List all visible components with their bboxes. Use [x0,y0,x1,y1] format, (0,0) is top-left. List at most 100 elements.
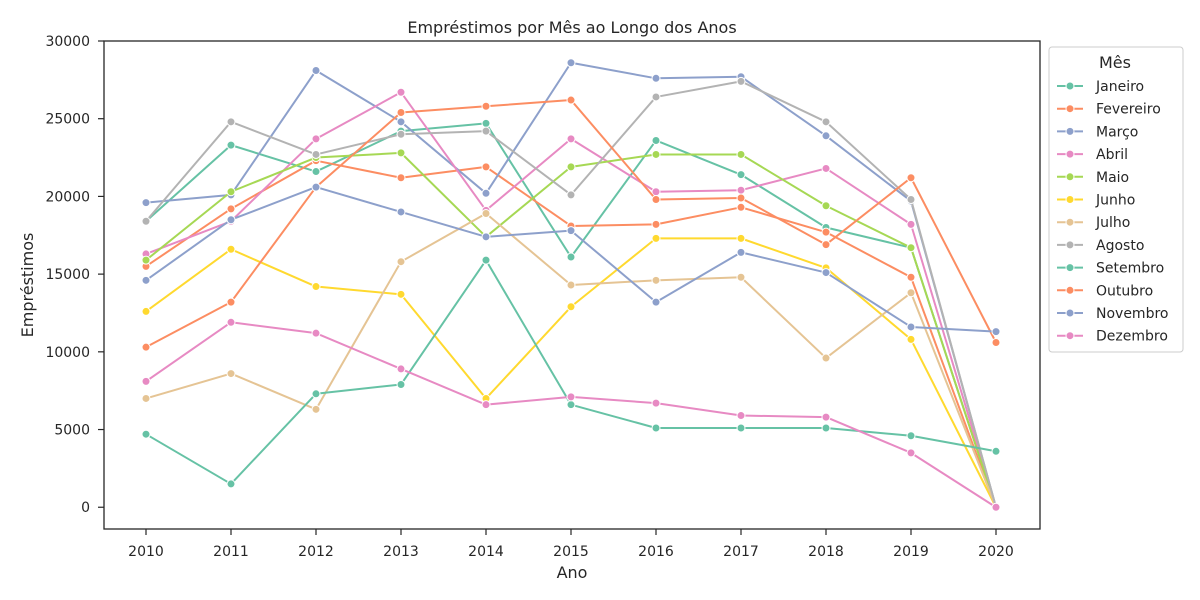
data-point [906,173,916,183]
data-point [226,244,236,254]
x-tick-label: 2010 [128,544,164,560]
data-point [396,87,406,97]
legend-marker [1065,331,1075,341]
data-point [311,66,321,76]
y-tick-label: 25000 [45,112,90,128]
data-point [566,392,576,402]
series-line [145,80,997,508]
data-point [736,170,746,180]
legend: Mês Janeiro Fevereiro Março Abril Maio Junho J… [1048,46,1184,353]
data-point [481,126,491,136]
legend-frame [1048,46,1184,353]
data-point [651,275,661,285]
data-point [736,185,746,195]
legend-entry: Janeiro [1057,79,1144,95]
x-tick-label: 2011 [213,544,249,560]
data-point [906,448,916,458]
x-axis-title: Ano [557,563,588,582]
data-point [736,247,746,257]
series-maio [141,148,1001,512]
y-axis-title: Empréstimos [18,233,37,338]
data-point [396,148,406,158]
series-line [145,259,997,485]
data-point [141,198,151,208]
data-point [226,187,236,197]
data-point [566,280,576,290]
data-point [651,92,661,102]
data-point [651,297,661,307]
legend-marker [1065,240,1075,250]
y-tick-label: 15000 [45,267,90,283]
data-point [566,400,576,410]
data-point [736,76,746,86]
data-point [311,167,321,177]
data-point [651,73,661,83]
legend-label: Agosto [1096,238,1144,254]
data-point [566,95,576,105]
data-point [226,297,236,307]
legend-entry: Outubro [1057,283,1153,299]
x-tick-label: 2016 [638,544,674,560]
data-point [396,289,406,299]
data-point [651,135,661,145]
series-agosto [141,76,1001,512]
data-point [736,411,746,421]
data-point [566,252,576,262]
data-point [141,306,151,316]
legend-title: Mês [1099,53,1131,72]
data-point [481,400,491,410]
data-point [311,149,321,159]
data-point [991,338,1001,348]
chart-title: Empréstimos por Mês ao Longo dos Anos [407,18,736,37]
data-point [991,502,1001,512]
plot-frame [103,40,1041,530]
data-point [736,423,746,433]
series-junho [141,233,1001,512]
data-point [141,376,151,386]
data-point [396,379,406,389]
data-point [651,398,661,408]
series-line [145,237,997,508]
legend-marker [1065,149,1075,159]
legend-entry: Fevereiro [1057,102,1161,118]
data-point [651,233,661,243]
data-point [821,117,831,127]
data-point [396,129,406,139]
data-point [141,255,151,265]
legend-entry: Junho [1057,193,1135,209]
data-point [226,479,236,489]
data-point [566,58,576,68]
series-outubro [141,95,1001,352]
data-point [481,255,491,265]
data-point [311,328,321,338]
x-tick-label: 2015 [553,544,589,560]
data-point [226,369,236,379]
data-point [821,240,831,250]
series-novembro [141,182,1001,337]
legend-label: Abril [1096,147,1128,163]
data-point [226,317,236,327]
data-point [906,288,916,298]
x-tick-label: 2014 [468,544,504,560]
legend-entry: Agosto [1057,238,1144,254]
data-point [821,268,831,278]
legend-entry: Novembro [1057,306,1168,322]
x-tick-label: 2020 [978,544,1014,560]
data-point [311,389,321,399]
data-point [906,322,916,332]
y-tick-label: 20000 [45,189,90,205]
legend-marker [1065,263,1075,273]
data-point [396,207,406,217]
legend-entry: Março [1057,124,1138,140]
legend-entry: Maio [1057,170,1129,186]
data-point [396,364,406,374]
legend-label: Dezembro [1096,329,1168,345]
data-point [481,209,491,219]
data-point [311,282,321,292]
data-point [396,107,406,117]
data-point [141,216,151,226]
data-point [396,117,406,127]
data-point [651,149,661,159]
plot-area [141,58,1001,512]
legend-label: Setembro [1096,261,1164,277]
